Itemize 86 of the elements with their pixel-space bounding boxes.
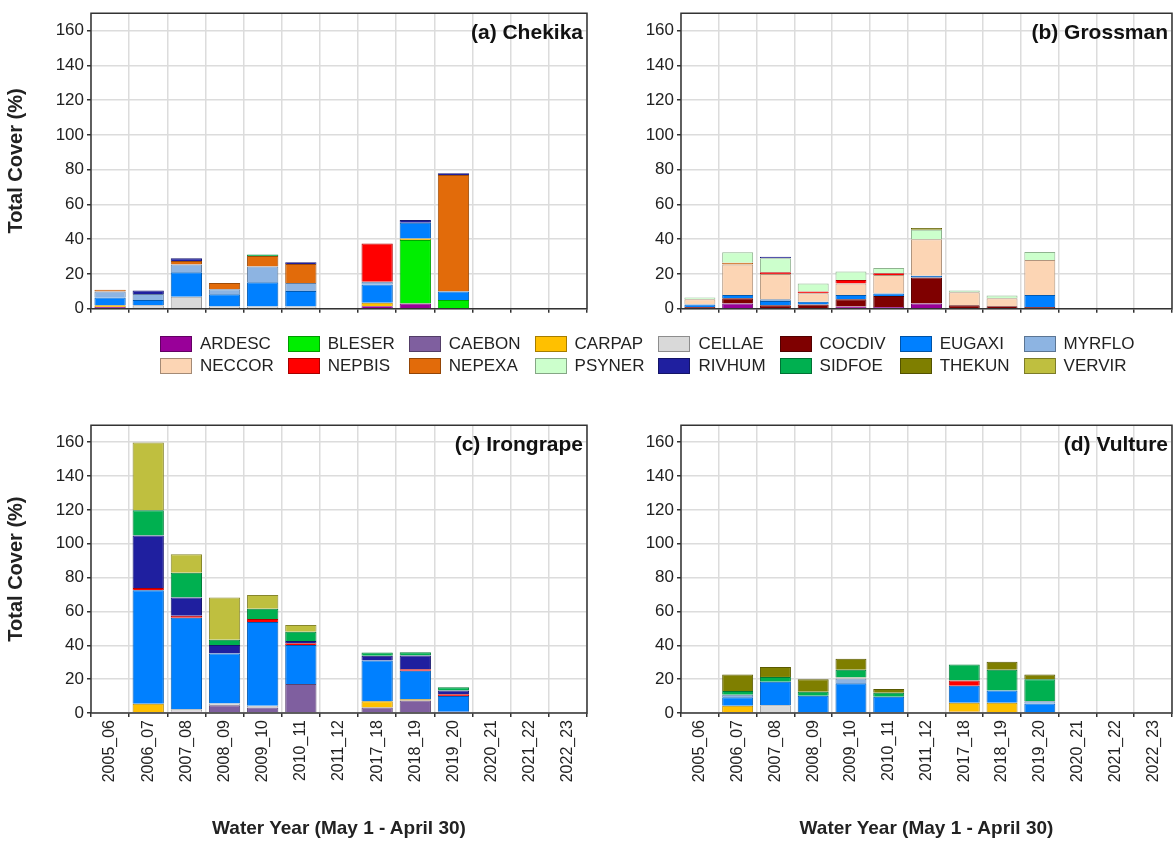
y-tick-label: 100 [55,533,84,553]
legend-label: BLESER [327,334,395,354]
y-tick-label: 20 [65,263,84,283]
legend-label: COCDIV [819,334,886,354]
legend-label: NEPEXA [448,356,518,376]
y-tick-label: 120 [645,89,674,109]
x-tick-label: 2007_08 [765,719,784,783]
legend-label: SIDFOE [819,356,883,376]
y-tick-label: 160 [645,431,674,451]
y-tick-label: 80 [65,159,84,179]
y-tick-label: 140 [55,465,84,485]
x-tick-label: 2006_07 [138,719,157,783]
y-tick-label: 20 [655,668,674,688]
y-tick-label: 160 [55,431,84,451]
x-tick-label: 2007_08 [176,719,195,783]
x-tick-label: 2006_07 [728,719,747,783]
chart-title: (b) Grossman [1031,20,1168,44]
y-tick-label: 160 [55,20,84,40]
x-tick-label: 2021_22 [1105,719,1124,783]
chart-title: (d) Vulture [1063,432,1168,456]
x-tick-label: 2022_23 [558,719,577,783]
x-tick-label: 2017_18 [954,719,973,783]
x-tick-label: 2009_10 [253,719,272,783]
y-tick-label: 0 [664,298,674,318]
y-tick-label: 40 [655,228,674,248]
legend-label: NEPBIS [327,356,391,376]
x-axis-title: Water Year (May 1 - April 30) [212,816,466,838]
y-tick-label: 80 [655,159,674,179]
chart-title: (c) Irongrape [454,432,583,456]
chart-title: (a) Chekika [470,20,584,44]
y-tick-label: 0 [664,702,674,722]
y-tick-label: 60 [65,194,84,214]
y-tick-label: 100 [55,124,84,144]
x-tick-label: 2022_23 [1143,719,1162,783]
y-tick-label: 20 [65,668,84,688]
legend-label: EUGAXI [939,334,1004,354]
x-tick-label: 2010_11 [291,719,310,782]
x-tick-label: 2021_22 [520,719,539,783]
x-tick-label: 2010_11 [879,719,898,782]
legend-label: RIVHUM [698,356,766,376]
y-tick-label: 120 [55,499,84,519]
y-tick-label: 140 [55,55,84,75]
x-tick-label: 2018_19 [405,719,424,783]
x-tick-label: 2011_12 [916,719,935,782]
y-axis-title: Total Cover (%) [3,496,26,642]
y-tick-label: 0 [74,298,84,318]
y-tick-label: 160 [645,20,674,40]
y-tick-label: 60 [655,194,674,214]
y-tick-label: 120 [55,89,84,109]
x-tick-label: 2011_12 [329,719,348,782]
y-tick-label: 0 [74,702,84,722]
y-tick-label: 140 [645,465,674,485]
y-tick-label: 120 [645,499,674,519]
legend-label: VERVIR [1063,356,1127,376]
y-tick-label: 60 [65,601,84,621]
y-axis-title: Total Cover (%) [3,88,26,234]
y-tick-label: 60 [655,601,674,621]
x-tick-label: 2005_06 [100,719,119,783]
legend-label: MYRFLO [1063,334,1135,354]
x-tick-label: 2018_19 [992,719,1011,783]
x-tick-label: 2009_10 [841,719,860,783]
y-tick-label: 100 [645,533,674,553]
legend-label: CAEBON [448,334,521,354]
x-axis-title: Water Year (May 1 - April 30) [799,816,1054,838]
x-tick-label: 2020_21 [1067,719,1086,783]
y-tick-label: 40 [655,634,674,654]
x-tick-label: 2019_20 [1030,719,1049,783]
legend-label: CELLAE [698,334,764,354]
x-tick-label: 2019_20 [443,719,462,783]
x-tick-label: 2008_09 [803,719,822,783]
y-tick-label: 80 [65,567,84,587]
y-tick-label: 140 [645,55,674,75]
y-tick-label: 40 [65,634,84,654]
y-tick-label: 80 [655,567,674,587]
y-tick-label: 40 [65,228,84,248]
x-tick-label: 2008_09 [214,719,233,783]
legend-label: PSYNER [574,356,645,376]
legend-label: CARPAP [574,334,644,354]
y-tick-label: 100 [645,124,674,144]
y-tick-label: 20 [655,263,674,283]
legend-label: THEKUN [939,356,1010,376]
x-tick-label: 2020_21 [482,719,501,783]
x-tick-label: 2017_18 [367,719,386,783]
legend-label: ARDESC [200,334,271,354]
legend-label: NECCOR [200,356,274,376]
x-tick-label: 2005_06 [690,719,709,783]
